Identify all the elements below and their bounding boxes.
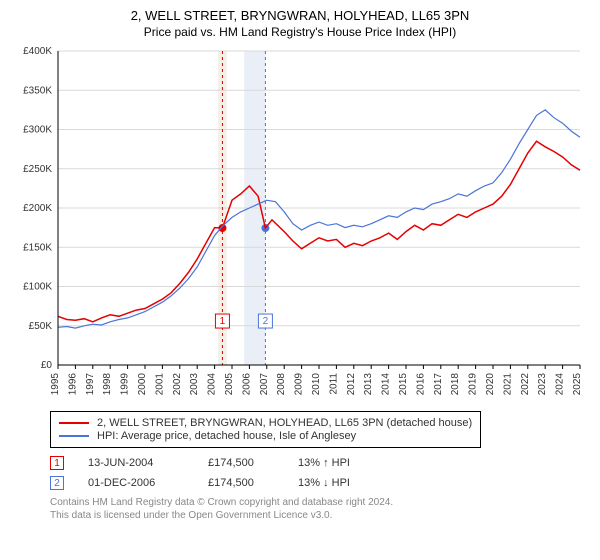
svg-text:£150K: £150K bbox=[23, 242, 52, 253]
event-row: 1 13-JUN-2004£174,50013% ↑ HPI bbox=[50, 456, 590, 470]
legend-label: HPI: Average price, detached house, Isle… bbox=[97, 430, 356, 442]
svg-text:£400K: £400K bbox=[23, 46, 52, 57]
legend-item: 2, WELL STREET, BRYNGWRAN, HOLYHEAD, LL6… bbox=[59, 417, 472, 429]
event-delta: 13% ↓ HPI bbox=[298, 477, 408, 489]
svg-text:2012: 2012 bbox=[346, 373, 357, 396]
svg-text:2025: 2025 bbox=[572, 373, 583, 396]
svg-text:2020: 2020 bbox=[485, 373, 496, 396]
svg-text:2019: 2019 bbox=[468, 373, 479, 396]
svg-text:£100K: £100K bbox=[23, 282, 52, 293]
price-chart: £0 £50K £100K £150K £200K £250K £300K £350K £400… bbox=[10, 45, 590, 405]
svg-text:£200K: £200K bbox=[23, 203, 52, 214]
svg-text:2010: 2010 bbox=[311, 373, 322, 396]
event-price: £174,500 bbox=[208, 477, 298, 489]
svg-text:2011: 2011 bbox=[328, 373, 339, 395]
footer-line: Contains HM Land Registry data © Crown c… bbox=[50, 496, 590, 509]
legend-swatch bbox=[59, 422, 89, 424]
svg-text:2005: 2005 bbox=[224, 373, 235, 396]
svg-text:£50K: £50K bbox=[29, 321, 53, 332]
svg-text:1999: 1999 bbox=[120, 373, 131, 396]
svg-text:£250K: £250K bbox=[23, 164, 52, 175]
event-price: £174,500 bbox=[208, 457, 298, 469]
svg-text:2009: 2009 bbox=[294, 373, 305, 396]
svg-text:2018: 2018 bbox=[450, 373, 461, 396]
page-title: 2, WELL STREET, BRYNGWRAN, HOLYHEAD, LL6… bbox=[10, 8, 590, 23]
svg-text:2003: 2003 bbox=[189, 373, 200, 396]
svg-text:2016: 2016 bbox=[415, 373, 426, 396]
svg-text:1: 1 bbox=[220, 316, 226, 327]
svg-text:2007: 2007 bbox=[259, 373, 270, 396]
legend: 2, WELL STREET, BRYNGWRAN, HOLYHEAD, LL6… bbox=[50, 411, 481, 448]
footer-line: This data is licensed under the Open Gov… bbox=[50, 509, 590, 522]
event-badge: 1 bbox=[50, 456, 64, 470]
page-subtitle: Price paid vs. HM Land Registry's House … bbox=[10, 25, 590, 39]
svg-text:£0: £0 bbox=[41, 360, 53, 371]
svg-text:2002: 2002 bbox=[172, 373, 183, 396]
svg-text:1995: 1995 bbox=[50, 373, 61, 396]
svg-text:£300K: £300K bbox=[23, 125, 52, 136]
svg-text:2008: 2008 bbox=[276, 373, 287, 396]
event-date: 01-DEC-2006 bbox=[88, 477, 208, 489]
svg-text:£350K: £350K bbox=[23, 85, 52, 96]
legend-swatch bbox=[59, 435, 89, 437]
svg-text:1997: 1997 bbox=[85, 373, 96, 396]
svg-text:1996: 1996 bbox=[67, 373, 78, 396]
event-date: 13-JUN-2004 bbox=[88, 457, 208, 469]
svg-text:2: 2 bbox=[263, 316, 269, 327]
event-row: 2 01-DEC-2006£174,50013% ↓ HPI bbox=[50, 476, 590, 490]
legend-item: HPI: Average price, detached house, Isle… bbox=[59, 430, 472, 442]
svg-text:2013: 2013 bbox=[363, 373, 374, 396]
legend-label: 2, WELL STREET, BRYNGWRAN, HOLYHEAD, LL6… bbox=[97, 417, 472, 429]
svg-text:2021: 2021 bbox=[502, 373, 513, 396]
svg-text:2001: 2001 bbox=[154, 373, 165, 396]
svg-text:2024: 2024 bbox=[555, 373, 566, 396]
svg-text:2004: 2004 bbox=[207, 373, 218, 396]
event-delta: 13% ↑ HPI bbox=[298, 457, 408, 469]
svg-text:2023: 2023 bbox=[537, 373, 548, 396]
svg-text:2017: 2017 bbox=[433, 373, 444, 396]
svg-text:2014: 2014 bbox=[381, 373, 392, 396]
svg-text:2022: 2022 bbox=[520, 373, 531, 396]
svg-text:2006: 2006 bbox=[241, 373, 252, 396]
event-table: 1 13-JUN-2004£174,50013% ↑ HPI 2 01-DEC-200… bbox=[50, 456, 590, 490]
svg-text:1998: 1998 bbox=[102, 373, 113, 396]
svg-text:2015: 2015 bbox=[398, 373, 409, 396]
svg-text:2000: 2000 bbox=[137, 373, 148, 396]
footer-attribution: Contains HM Land Registry data © Crown c… bbox=[50, 496, 590, 522]
event-badge: 2 bbox=[50, 476, 64, 490]
